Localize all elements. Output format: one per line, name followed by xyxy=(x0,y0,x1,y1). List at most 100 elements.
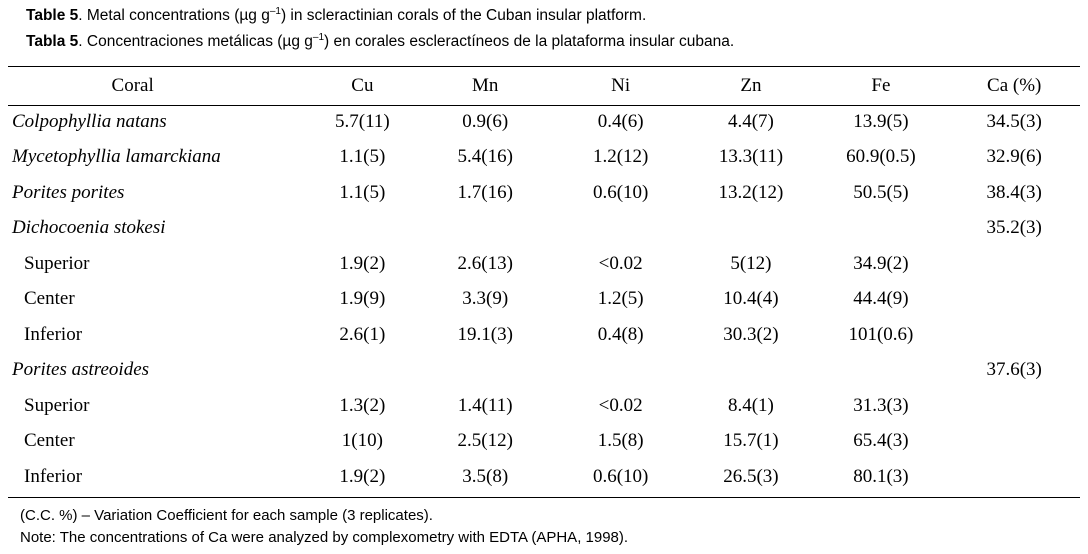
header-coral: Coral xyxy=(111,75,154,96)
cell-ni xyxy=(553,211,688,247)
header-zn: Zn xyxy=(740,75,762,96)
cell-ca: 34.5(3) xyxy=(986,110,1042,132)
cell-mn: 1.4(11) xyxy=(457,394,513,416)
cell-fe: 31.3(3) xyxy=(853,394,909,416)
cell-mn: 0.9(6) xyxy=(462,110,509,132)
cell-fe: 13.9(5) xyxy=(853,110,909,132)
section-name: Inferior xyxy=(24,323,83,345)
species-name: Colpophyllia natans xyxy=(12,110,167,132)
cell-zn: 10.4(4) xyxy=(723,288,779,310)
cell-ni: 0.4(6) xyxy=(597,110,644,132)
table-row: Inferior 1.9(2) 3.5(8) 0.6(10) 26.5(3) 8… xyxy=(8,459,1080,495)
species-name: Dichocoenia stokesi xyxy=(12,217,166,239)
cell-ni: 0.6(10) xyxy=(592,181,649,203)
caption-text-start: . Metal concentrations (µg g xyxy=(78,7,270,24)
cell-zn: 26.5(3) xyxy=(723,465,779,487)
table-row: Porites porites 1.1(5) 1.7(16) 0.6(10) 1… xyxy=(8,175,1080,211)
cell-ca xyxy=(948,459,1080,495)
cell-ca xyxy=(948,282,1080,318)
cell-ni: 1.5(8) xyxy=(597,430,644,452)
section-name: Center xyxy=(24,288,75,310)
species-name: Mycetophyllia lamarckiana xyxy=(12,146,221,168)
unit-exponent: –1 xyxy=(269,6,281,17)
table-row: Inferior 2.6(1) 19.1(3) 0.4(8) 30.3(2) 1… xyxy=(8,317,1080,353)
cell-zn: 8.4(1) xyxy=(727,394,774,416)
cell-cu: 1.9(9) xyxy=(339,288,386,310)
table-row: Dichocoenia stokesi 35.2(3) xyxy=(8,211,1080,247)
cell-zn xyxy=(688,211,813,247)
metal-concentrations-table: Coral Cu Mn Ni Zn Fe Ca (%) Colpophyllia… xyxy=(8,68,1080,495)
cell-ni: 0.6(10) xyxy=(592,465,649,487)
cell-mn: 2.5(12) xyxy=(457,430,513,452)
cell-mn xyxy=(417,211,552,247)
cell-fe: 101(0.6) xyxy=(848,323,914,345)
cell-cu: 2.6(1) xyxy=(339,323,386,345)
cell-fe: 80.1(3) xyxy=(853,465,909,487)
table-row: Porites astreoides 37.6(3) xyxy=(8,353,1080,389)
cell-ca: 37.6(3) xyxy=(986,359,1042,381)
cell-cu: 5.7(11) xyxy=(335,110,390,132)
cell-cu: 1.9(2) xyxy=(339,252,386,274)
cell-fe xyxy=(813,211,948,247)
cell-cu: 1.1(5) xyxy=(339,146,386,168)
footnote-calcium-method: Note: The concentrations of Ca were anal… xyxy=(20,529,629,546)
header-mn: Mn xyxy=(472,75,499,96)
header-fe: Fe xyxy=(871,75,891,96)
caption-text-start: . Concentraciones metálicas (µg g xyxy=(78,33,313,50)
cell-mn: 1.7(16) xyxy=(457,181,513,203)
species-name: Porites porites xyxy=(12,181,125,203)
cell-zn: 15.7(1) xyxy=(723,430,779,452)
cell-fe: 34.9(2) xyxy=(853,252,909,274)
cell-fe: 50.5(5) xyxy=(853,181,909,203)
cell-ca: 38.4(3) xyxy=(986,181,1042,203)
table-row: Mycetophyllia lamarckiana 1.1(5) 5.4(16)… xyxy=(8,140,1080,176)
section-name: Center xyxy=(24,430,75,452)
cell-ni: 0.4(8) xyxy=(597,323,644,345)
cell-cu: 1.3(2) xyxy=(339,394,386,416)
cell-fe: 65.4(3) xyxy=(853,430,909,452)
header-rule xyxy=(8,105,1080,106)
header-row: Coral Cu Mn Ni Zn Fe Ca (%) xyxy=(8,68,1080,104)
cell-mn: 3.5(8) xyxy=(462,465,509,487)
cell-zn: 13.3(11) xyxy=(718,146,784,168)
table-row: Superior 1.9(2) 2.6(13) <0.02 5(12) 34.9… xyxy=(8,246,1080,282)
cell-cu xyxy=(307,211,417,247)
table-label: Tabla 5 xyxy=(26,33,79,50)
table-row: Center 1(10) 2.5(12) 1.5(8) 15.7(1) 65.4… xyxy=(8,424,1080,460)
cell-fe: 60.9(0.5) xyxy=(846,146,916,168)
cell-zn: 30.3(2) xyxy=(723,323,779,345)
cell-ca: 35.2(3) xyxy=(986,217,1042,239)
header-ca: Ca (%) xyxy=(987,75,1042,96)
cell-zn xyxy=(688,353,813,389)
unit-exponent: –1 xyxy=(312,32,325,43)
table-row: Center 1.9(9) 3.3(9) 1.2(5) 10.4(4) 44.4… xyxy=(8,282,1080,318)
footnote-variation-coefficient: (C.C. %) – Variation Coefficient for eac… xyxy=(20,507,433,524)
cell-zn: 4.4(7) xyxy=(727,110,774,132)
table-top-rule xyxy=(8,66,1080,67)
header-ni: Ni xyxy=(611,75,631,96)
cell-ni: <0.02 xyxy=(598,394,643,416)
cell-ni: 1.2(12) xyxy=(592,146,649,168)
cell-ca xyxy=(948,246,1080,282)
cell-zn: 5(12) xyxy=(730,252,772,274)
cell-fe xyxy=(813,353,948,389)
cell-cu: 1.1(5) xyxy=(339,181,386,203)
table-label: Table 5 xyxy=(26,7,79,24)
cell-ni xyxy=(553,353,688,389)
cell-mn: 19.1(3) xyxy=(457,323,513,345)
cell-mn: 2.6(13) xyxy=(457,252,513,274)
species-name: Porites astreoides xyxy=(12,359,150,381)
cell-cu: 1(10) xyxy=(341,430,383,452)
table-caption-spanish: Tabla 5. Concentraciones metálicas (µg g… xyxy=(26,33,734,51)
cell-cu: 1.9(2) xyxy=(339,465,386,487)
section-name: Superior xyxy=(24,394,90,416)
cell-ca xyxy=(948,424,1080,460)
caption-text-end: ) en corales escleractíneos de la plataf… xyxy=(324,33,735,50)
caption-text-end: ) in scleractinian corals of the Cuban i… xyxy=(280,7,647,24)
cell-zn: 13.2(12) xyxy=(718,181,784,203)
cell-mn: 3.3(9) xyxy=(462,288,509,310)
cell-ca xyxy=(948,388,1080,424)
cell-ni: <0.02 xyxy=(598,252,643,274)
cell-mn xyxy=(417,353,552,389)
table-caption-english: Table 5. Metal concentrations (µg g–1) i… xyxy=(26,7,646,25)
